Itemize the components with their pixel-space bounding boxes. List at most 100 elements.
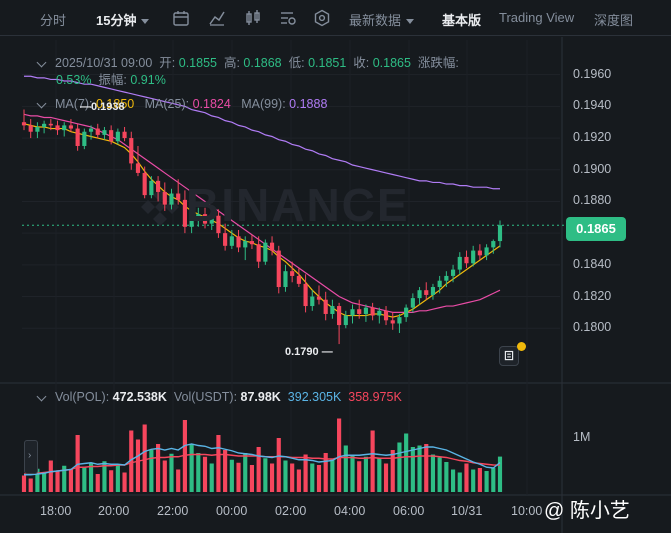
open-label: 开: (159, 56, 176, 70)
candle-datetime: 2025/10/31 09:00 (55, 56, 153, 70)
candle-up (417, 290, 422, 299)
expand-panel-button[interactable]: › (24, 440, 38, 474)
volume-bar (256, 447, 261, 492)
collapse-chevron-icon[interactable] (36, 57, 47, 68)
low-marker-value: 0.1790 (285, 346, 319, 358)
candle-down (383, 310, 389, 321)
vol-ma1-value: 392.305K (287, 390, 342, 404)
close-label: 收: (353, 56, 370, 70)
volume-bar (202, 456, 208, 492)
open-value: 0.1855 (178, 56, 217, 70)
volume-axis-label: 1M (573, 430, 591, 444)
volume-bar (464, 463, 469, 492)
volume-bar (269, 463, 275, 492)
volume-bar (310, 463, 315, 492)
candle-up (343, 315, 348, 326)
volume-bar (410, 447, 415, 492)
volume-bar (149, 450, 154, 492)
candle-down (122, 131, 127, 139)
ma7-line (23, 123, 501, 318)
volume-bar (75, 435, 80, 492)
candle-down (424, 290, 429, 295)
volume-bar (196, 453, 201, 492)
candle-up (410, 298, 415, 308)
volume-bar (444, 462, 449, 492)
candle-up (397, 317, 402, 324)
settings-icon[interactable] (313, 9, 331, 27)
calendar-icon[interactable] (172, 9, 190, 27)
volume-bar (95, 474, 100, 492)
basic-view-tab[interactable]: 基本版 (442, 13, 482, 28)
candle-down (464, 256, 469, 264)
collapse-chevron-icon[interactable] (36, 98, 47, 109)
ma99-label: MA(99): (241, 97, 286, 111)
price-tick-label: 0.1820 (573, 288, 612, 303)
interval-dropdown[interactable]: 15分钟 (96, 10, 150, 29)
candle-up (484, 247, 489, 256)
candle-down (370, 307, 375, 316)
indicator-icon[interactable] (208, 9, 226, 27)
volume-bar (404, 433, 409, 492)
candle-down (68, 125, 74, 129)
high-value: 0.1868 (243, 56, 282, 70)
volume-bar (135, 439, 141, 492)
time-tab[interactable]: 分时 (40, 13, 67, 28)
candle-up (430, 287, 436, 295)
candle-up (263, 242, 268, 262)
vol-usdt-value: 87.98K (240, 390, 281, 404)
change-value: 0.53% (56, 73, 92, 87)
time-tick-label: 06:00 (393, 504, 425, 518)
candle-up (350, 309, 355, 316)
volume-bar (68, 469, 74, 492)
volume-bar (397, 442, 402, 492)
drawing-tools-icon[interactable] (279, 9, 297, 27)
candle-up (169, 193, 174, 205)
binance-watermark (141, 188, 179, 226)
volume-bar (115, 465, 120, 492)
price-tick-label: 0.1800 (573, 320, 612, 335)
price-tick-label: 0.1960 (573, 66, 612, 81)
volume-bar (390, 450, 395, 492)
candle-down (162, 191, 167, 205)
volume-bars (21, 418, 503, 492)
candle-down (135, 163, 141, 173)
candle-down (55, 125, 60, 131)
candlestick-icon[interactable] (244, 9, 262, 27)
volume-bar (176, 469, 181, 492)
volume-bar (223, 450, 228, 492)
volume-bar (457, 472, 462, 492)
volume-bar (323, 453, 328, 492)
volume-bar (129, 430, 134, 492)
amplitude-label: 振幅: (98, 73, 127, 87)
candle-down (202, 214, 208, 224)
latest-data-dropdown[interactable]: 最新数据 (349, 10, 415, 29)
volume-bar (236, 462, 241, 492)
candle-up (196, 214, 201, 219)
candle-up (330, 306, 335, 314)
note-button[interactable] (499, 346, 519, 366)
candle-down (390, 320, 395, 324)
tradingview-tab[interactable]: Trading View (499, 10, 575, 25)
candle-up (229, 236, 234, 246)
volume-bar (437, 457, 442, 492)
candle-up (310, 296, 315, 307)
high-marker-value: 0.1938 (91, 101, 125, 113)
candle-down (357, 309, 362, 314)
time-tick-label: 18:00 (40, 504, 72, 518)
candle-down (156, 180, 161, 192)
volume-bar (229, 459, 234, 492)
candle-down (236, 236, 241, 248)
volume-bar (182, 420, 187, 492)
volume-bar (424, 444, 429, 492)
depth-chart-tab[interactable]: 深度图 (594, 13, 634, 28)
volume-ma-lines (24, 443, 501, 476)
candle-up (62, 125, 67, 131)
collapse-chevron-icon[interactable] (36, 391, 47, 402)
volume-bar (189, 444, 194, 492)
volume-bar (283, 460, 288, 492)
chevron-down-icon (141, 19, 150, 25)
volume-bar (417, 445, 422, 492)
binance-logo-watermark (141, 188, 179, 226)
candle-down (28, 125, 33, 132)
